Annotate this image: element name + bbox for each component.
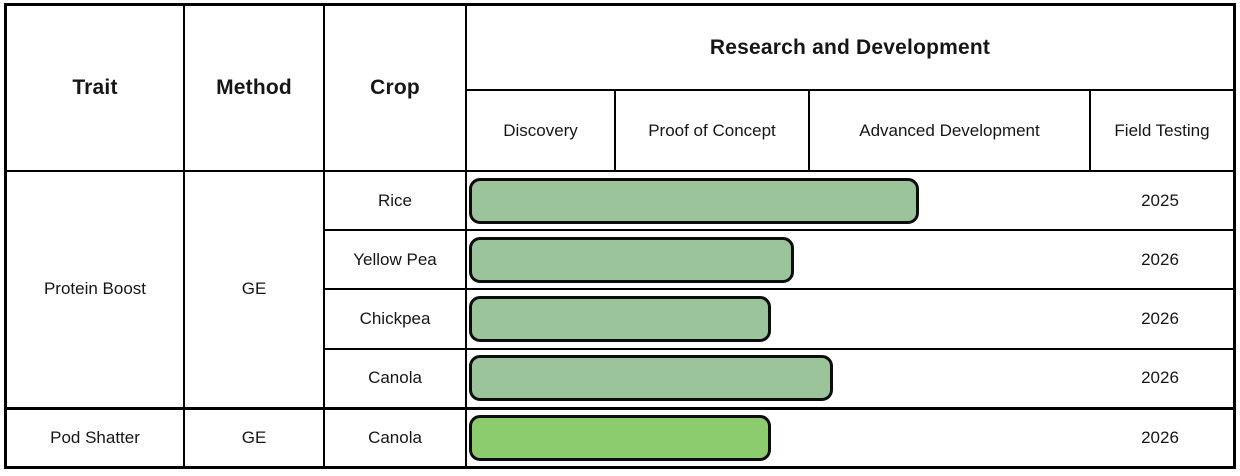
trait-cell-protein-boost: Protein Boost (7, 170, 183, 407)
pipeline-row-rice: 2025 (465, 170, 1233, 230)
pipeline-table: Trait Method Crop Research and Developme… (4, 3, 1236, 469)
crop-cell-rice: Rice (323, 170, 465, 230)
column-header-crop: Crop (323, 6, 465, 170)
stage-header-advanced-development: Advanced Development (808, 89, 1089, 170)
field-testing-year-chickpea: 2026 (1141, 308, 1179, 328)
pipeline-row-canola-pod-shatter: 2026 (465, 406, 1233, 466)
method-cell-ge-pod-shatter: GE (183, 406, 323, 466)
pipeline-bar-canola-protein-boost (469, 355, 834, 402)
field-testing-year-rice: 2025 (1141, 190, 1179, 210)
trait-cell-pod-shatter: Pod Shatter (7, 406, 183, 466)
stage-header-proof-of-concept: Proof of Concept (614, 89, 808, 170)
column-header-trait: Trait (72, 76, 118, 99)
crop-cell-yellow-pea: Yellow Pea (323, 229, 465, 289)
column-header-research-and-development: Research and Development (465, 6, 1233, 89)
field-testing-year-yellow-pea: 2026 (1141, 249, 1179, 269)
stage-header-discovery: Discovery (465, 89, 614, 170)
method-cell-ge-protein-boost: GE (183, 170, 323, 407)
crop-cell-chickpea: Chickpea (323, 288, 465, 348)
crop-cell-canola-protein-boost: Canola (323, 347, 465, 407)
field-testing-year-canola-pod-shatter: 2026 (1141, 427, 1179, 447)
pipeline-bar-canola-pod-shatter (469, 414, 772, 461)
stage-header-field-testing: Field Testing (1089, 89, 1233, 170)
field-testing-year-canola-protein-boost: 2026 (1141, 368, 1179, 388)
pipeline-row-chickpea: 2026 (465, 288, 1233, 348)
pipeline-bar-chickpea (469, 295, 772, 342)
pipeline-bar-yellow-pea (469, 236, 795, 283)
crop-cell-canola-pod-shatter: Canola (323, 406, 465, 466)
pipeline-bar-rice (469, 177, 919, 224)
column-header-method: Method (183, 6, 323, 170)
pipeline-row-canola-protein-boost: 2026 (465, 347, 1233, 407)
pipeline-row-yellow-pea: 2026 (465, 229, 1233, 289)
